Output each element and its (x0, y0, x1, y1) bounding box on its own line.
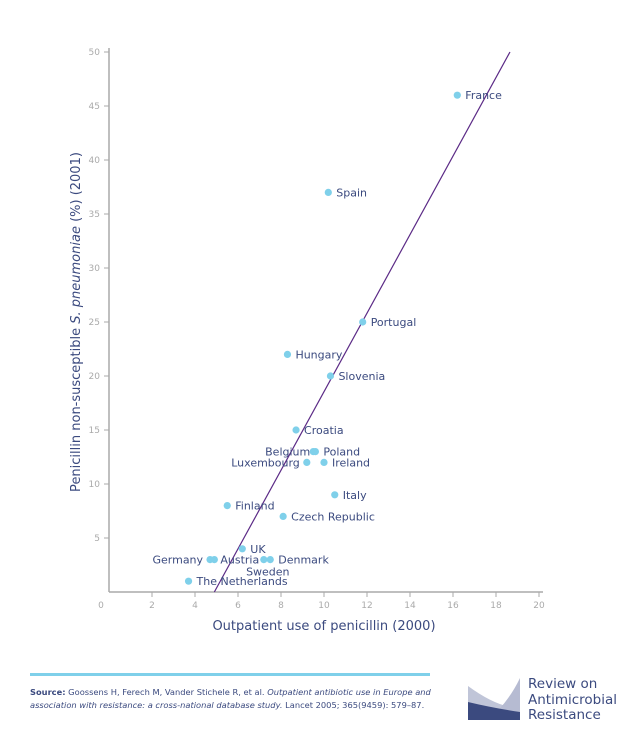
y-axis-label: Penicillin non-susceptible S. pneumoniae… (69, 152, 84, 492)
point-label: Czech Republic (291, 510, 375, 523)
data-point (331, 491, 339, 499)
y-tick-label: 20 (89, 372, 101, 382)
source-authors: Goossens H, Ferech M, Vander Stichele R,… (65, 687, 268, 697)
x-tick-label: 0 (98, 601, 104, 611)
point-label: Slovenia (338, 370, 385, 383)
data-point (326, 372, 335, 380)
point-label: Portugal (371, 316, 417, 329)
point-label: Croatia (304, 424, 344, 437)
y-tick-label: 50 (89, 48, 101, 58)
source-title: Outpatient antibiotic use in Europe and … (30, 687, 431, 710)
point-label: Luxembourg (231, 456, 300, 469)
y-tick-label: 15 (89, 426, 100, 436)
point-label: Finland (235, 500, 274, 513)
logo-line: Resistance (528, 707, 601, 723)
point-label: Sweden (246, 566, 289, 579)
x-axis-label: Outpatient use of penicillin (2000) (212, 619, 435, 634)
x-tick-label: 16 (447, 601, 459, 611)
data-point (266, 556, 274, 564)
y-tick-label: 25 (89, 318, 100, 328)
point-label: Poland (323, 446, 360, 459)
source-citation: Lancet 2005; 365(9459): 579–87. (282, 700, 425, 710)
point-label: Italy (343, 489, 367, 502)
point-label: UK (250, 543, 266, 556)
x-tick-label: 2 (149, 601, 155, 611)
logo-line: Antimicrobial (528, 691, 618, 708)
source-prefix: Source: (30, 687, 66, 697)
data-point (292, 426, 300, 434)
x-tick-label: 6 (235, 601, 241, 611)
y-tick-label: 10 (89, 480, 101, 490)
x-tick-label: 10 (318, 601, 330, 611)
data-point (223, 502, 231, 510)
point-label: Austria (220, 554, 259, 567)
data-point (324, 188, 332, 196)
point-label: Ireland (332, 456, 370, 469)
data-point (260, 556, 268, 564)
data-point (453, 91, 461, 99)
point-label: Germany (152, 554, 203, 567)
logo-text: Review on Antimicrobial Resistance (528, 676, 618, 724)
data-point (279, 512, 287, 521)
y-tick-label: 30 (89, 264, 101, 274)
source-note: Source: Goossens H, Ferech M, Vander Sti… (30, 686, 450, 712)
point-label: France (465, 89, 502, 102)
y-axis-label-part: S. pneumoniae (69, 226, 84, 324)
point-label: Spain (336, 186, 367, 199)
logo-line: Review on (528, 676, 598, 692)
data-point (210, 556, 218, 564)
data-point (283, 350, 292, 358)
data-point (359, 318, 367, 326)
y-tick-label: 40 (89, 156, 101, 166)
x-tick-label: 14 (404, 601, 416, 611)
y-tick-label: 5 (94, 534, 100, 544)
x-tick-label: 18 (490, 601, 502, 611)
point-label: Belgium (265, 446, 310, 459)
point-label: Hungary (295, 348, 342, 361)
y-tick-label: 45 (89, 102, 100, 112)
data-point (303, 458, 311, 466)
point-label: Denmark (278, 554, 329, 567)
divider (30, 673, 430, 676)
y-tick-label: 35 (89, 210, 100, 220)
scatter-chart: 0 2 4 6 8 10 12 14 16 18 20 5 10 15 20 25 30 35 40 45 50 Outp… (69, 48, 545, 634)
x-tick-label: 4 (192, 601, 198, 611)
x-tick-label: 12 (361, 601, 372, 611)
data-point (320, 458, 328, 466)
data-point (238, 545, 246, 553)
data-point (184, 577, 193, 585)
logo-icon (468, 678, 520, 720)
x-tick-label: 8 (278, 601, 284, 611)
y-axis-label-part: Penicillin non-susceptible (69, 324, 84, 492)
point-label: The Netherlands (196, 575, 288, 588)
x-tick-label: 20 (533, 601, 545, 611)
y-axis-label-part: (%) (2001) (69, 152, 84, 226)
data-point (311, 448, 319, 456)
